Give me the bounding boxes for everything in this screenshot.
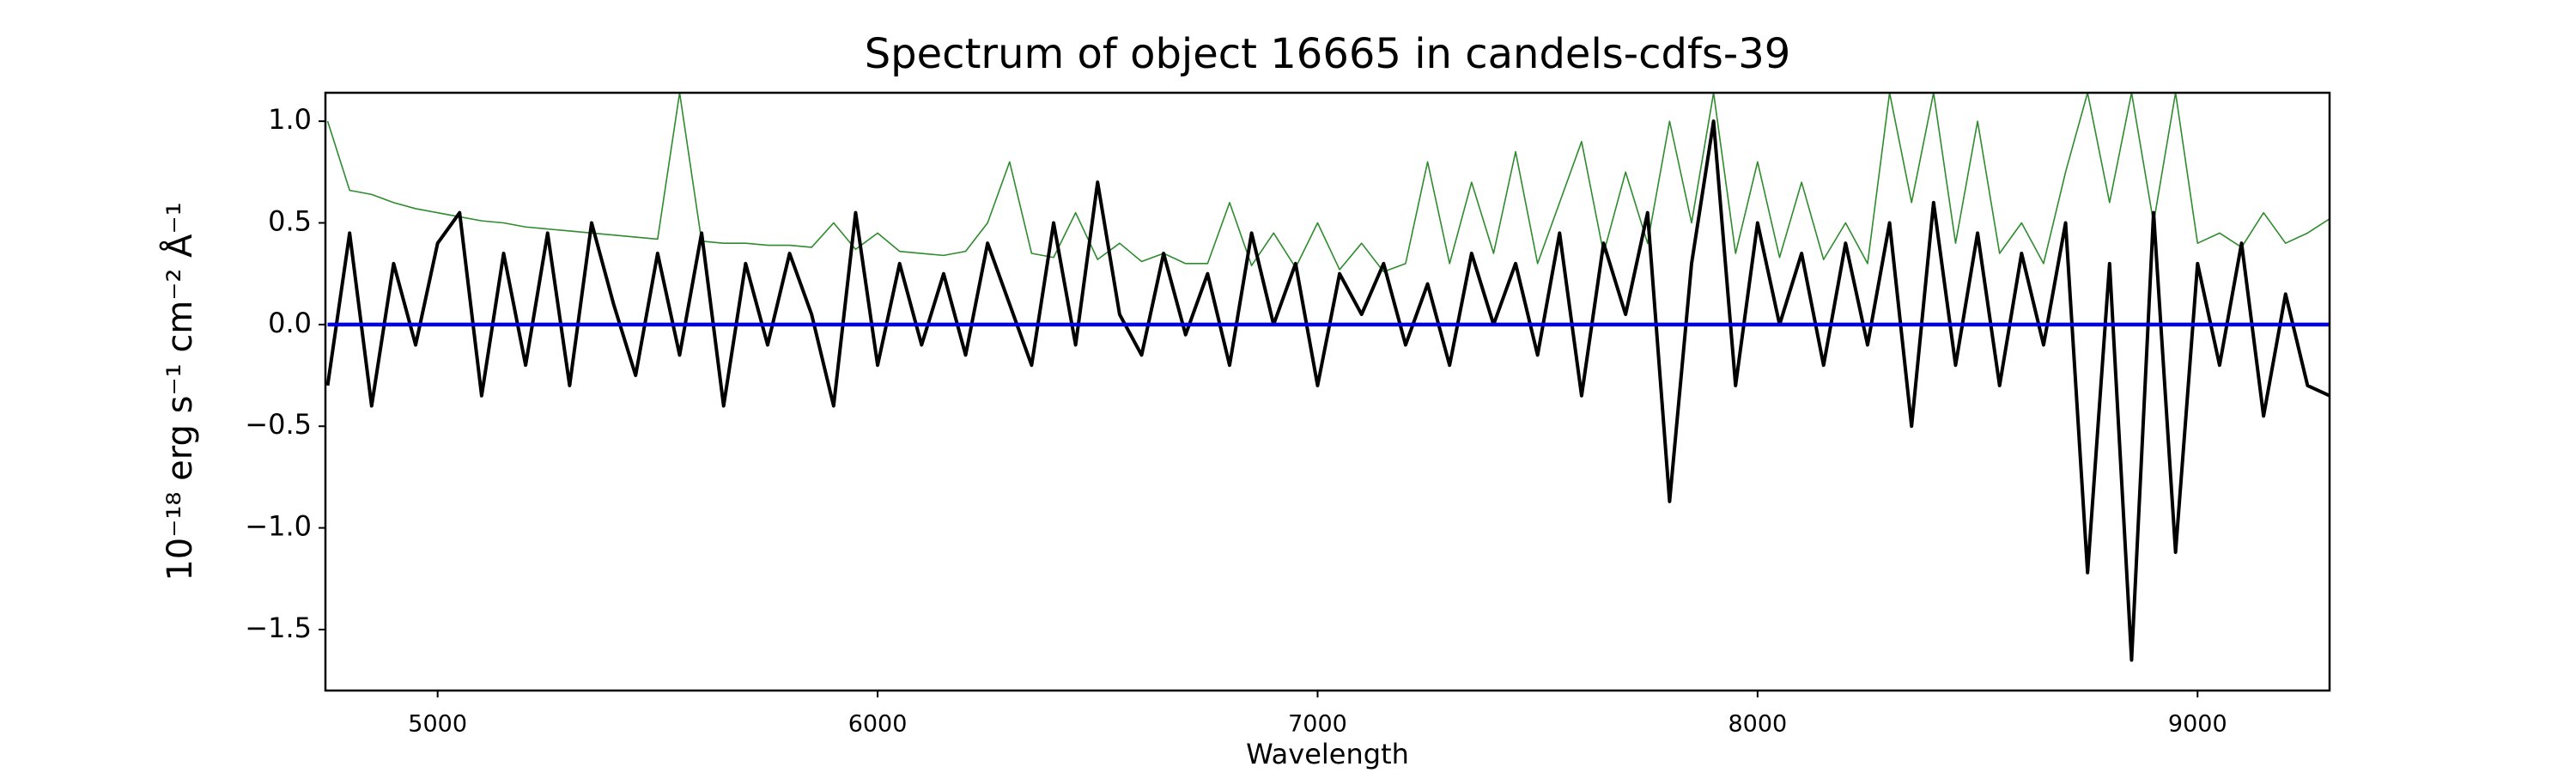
x-tick-label: 8000 — [1728, 711, 1788, 738]
x-tick-label: 9000 — [2168, 711, 2227, 738]
x-axis-label: Wavelength — [1246, 738, 1409, 770]
x-tick-label: 5000 — [408, 711, 467, 738]
series-line — [326, 93, 2330, 273]
y-tick-label: −1.5 — [245, 612, 312, 644]
y-tick-label: 1.0 — [268, 103, 312, 136]
x-tick-label: 7000 — [1288, 711, 1347, 738]
y-tick-label: 0.5 — [268, 205, 312, 238]
plot-area — [325, 93, 2330, 662]
y-axis-label: 10⁻¹⁸ erg s⁻¹ cm⁻² Å⁻¹ — [159, 202, 200, 581]
axes-frame — [324, 91, 2331, 692]
y-tick-label: −1.0 — [245, 510, 312, 543]
y-tick-label: 0.0 — [268, 307, 312, 339]
y-tick-label: −0.5 — [245, 408, 312, 441]
series-line — [325, 119, 2330, 662]
x-tick-label: 6000 — [848, 711, 908, 738]
chart-title: Spectrum of object 16665 in candels-cdfs… — [865, 30, 1791, 78]
